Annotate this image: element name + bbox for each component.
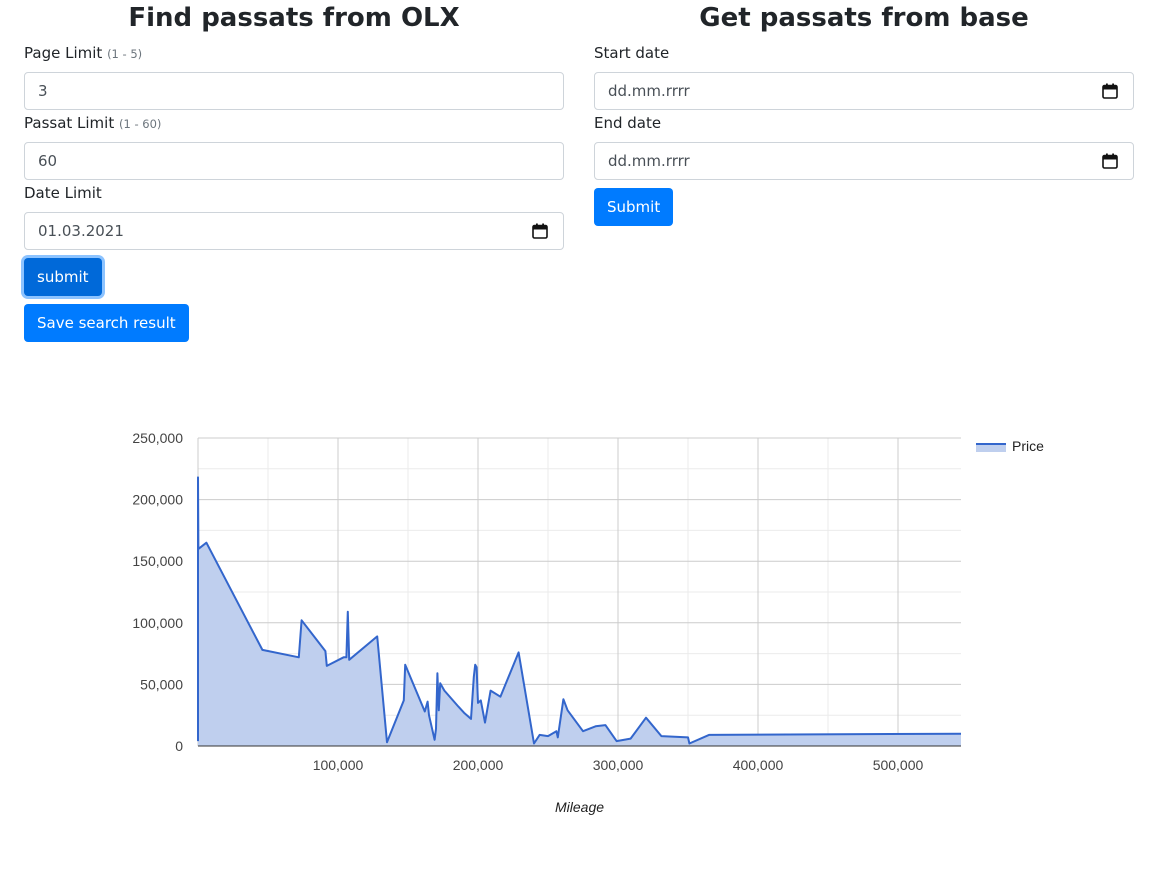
date-limit-input[interactable]: 01.03.2021 xyxy=(24,212,564,250)
calendar-icon[interactable] xyxy=(1102,83,1118,99)
x-tick-label: 100,000 xyxy=(313,757,364,773)
page-limit-hint: (1 - 5) xyxy=(107,47,143,61)
price-area xyxy=(198,477,961,746)
y-tick-label: 0 xyxy=(175,738,183,754)
calendar-icon[interactable] xyxy=(532,223,548,239)
save-search-result-button[interactable]: Save search result xyxy=(24,304,189,342)
date-limit-label: Date Limit xyxy=(24,184,102,202)
price-line xyxy=(197,476,962,745)
legend-swatch-area xyxy=(976,443,1006,452)
olx-search-panel: Find passats from OLX Page Limit (1 - 5)… xyxy=(24,0,564,342)
legend-label: Price xyxy=(1012,438,1044,454)
base-submit-button[interactable]: Submit xyxy=(594,188,674,226)
x-axis-title: Mileage xyxy=(555,799,604,815)
y-tick-label: 150,000 xyxy=(132,553,183,569)
olx-search-title: Find passats from OLX xyxy=(128,3,460,33)
base-query-title: Get passats from base xyxy=(699,3,1029,33)
start-date-input[interactable]: dd.mm.rrrr xyxy=(594,72,1134,110)
x-tick-label: 300,000 xyxy=(593,757,644,773)
page-limit-input[interactable]: 3 xyxy=(24,72,564,110)
end-date-input[interactable]: dd.mm.rrrr xyxy=(594,142,1134,180)
page-limit-label: Page Limit (1 - 5) xyxy=(24,44,143,62)
x-tick-label: 400,000 xyxy=(733,757,784,773)
end-date-label: End date xyxy=(594,114,662,132)
y-tick-label: 100,000 xyxy=(132,615,183,631)
passat-limit-hint: (1 - 60) xyxy=(119,117,162,131)
x-tick-label: 500,000 xyxy=(873,757,924,773)
y-tick-label: 50,000 xyxy=(140,676,183,692)
y-tick-label: 250,000 xyxy=(132,430,183,446)
y-tick-label: 200,000 xyxy=(132,492,183,508)
olx-submit-button[interactable]: submit xyxy=(24,258,102,296)
price-mileage-chart: 0 50,000 100,000 150,000 200,000 250,000 100,0… xyxy=(132,430,1044,815)
base-query-panel: Get passats from base Start date dd.mm.r… xyxy=(594,0,1134,226)
calendar-icon[interactable] xyxy=(1102,153,1118,169)
passat-limit-input[interactable]: 60 xyxy=(24,142,564,180)
x-tick-label: 200,000 xyxy=(453,757,504,773)
passat-limit-label: Passat Limit (1 - 60) xyxy=(24,114,162,132)
start-date-label: Start date xyxy=(594,44,670,62)
